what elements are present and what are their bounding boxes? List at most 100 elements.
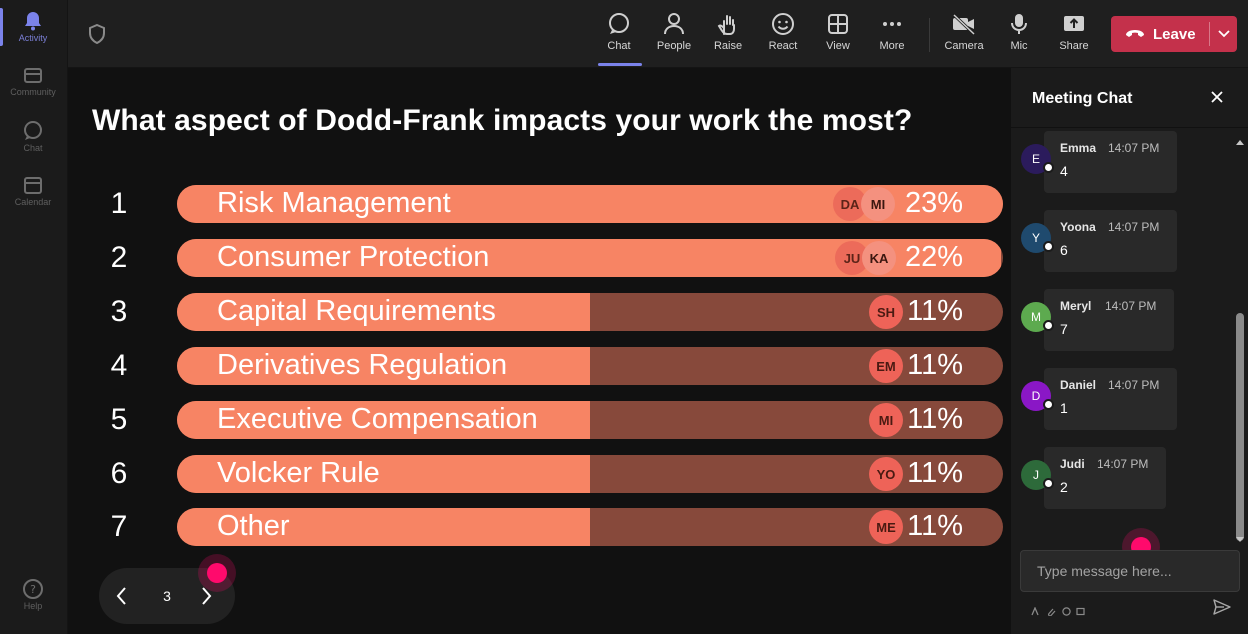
toolbar-label: React bbox=[768, 40, 798, 52]
more-icon bbox=[867, 12, 917, 36]
message-text: 7 bbox=[1060, 321, 1068, 337]
presence-dot bbox=[1043, 320, 1054, 331]
poll-question: What aspect of Dodd-Frank impacts your w… bbox=[92, 104, 913, 137]
option-number: 5 bbox=[110, 403, 128, 436]
rail-label: Activity bbox=[18, 33, 48, 43]
toolbar-label: View bbox=[826, 40, 850, 52]
toolbar-mic-button[interactable]: Mic bbox=[994, 10, 1044, 62]
option-number: 1 bbox=[110, 187, 128, 220]
toolbar-label: Share bbox=[1059, 40, 1089, 52]
poll-option-row: 1 Risk Management DA MI 23% bbox=[68, 185, 1010, 223]
scroll-down-icon[interactable] bbox=[1236, 530, 1244, 548]
sender-name: Emma bbox=[1060, 141, 1097, 155]
emoji-icon[interactable] bbox=[1062, 603, 1071, 621]
toolbar-people-button[interactable]: People bbox=[649, 10, 699, 62]
option-bar-fill bbox=[177, 455, 590, 493]
option-percent: 22% bbox=[904, 241, 963, 273]
leave-divider bbox=[1209, 22, 1210, 46]
message-text: 2 bbox=[1060, 479, 1068, 495]
view-grid-icon bbox=[813, 12, 863, 36]
toolbar-raise-button[interactable]: Raise bbox=[703, 10, 753, 62]
poll-stage: What aspect of Dodd-Frank impacts your w… bbox=[68, 68, 1010, 634]
option-bar: Risk Management DA MI 23% bbox=[177, 185, 1003, 223]
message-time: 14:07 PM bbox=[1108, 220, 1160, 234]
share-icon bbox=[1049, 12, 1099, 36]
message-text: 4 bbox=[1060, 163, 1068, 179]
option-bar: Derivatives Regulation EM 11% bbox=[177, 347, 1003, 385]
option-bar: Executive Compensation MI 11% bbox=[177, 401, 1003, 439]
pointer-indicator bbox=[207, 563, 227, 583]
option-percent: 11% bbox=[907, 295, 963, 327]
rail-item-community[interactable]: Community bbox=[4, 66, 62, 116]
page-number: 3 bbox=[163, 588, 171, 604]
voter-avatar: MI bbox=[861, 187, 895, 221]
option-label: Consumer Protection bbox=[217, 241, 490, 273]
option-label: Other bbox=[217, 510, 290, 542]
option-number: 3 bbox=[110, 295, 128, 328]
rail-item-help[interactable]: ? Help bbox=[4, 578, 62, 628]
message-time: 14:07 PM bbox=[1105, 299, 1157, 313]
format-icon[interactable] bbox=[1031, 603, 1040, 621]
bell-icon bbox=[4, 10, 62, 32]
option-bar-fill bbox=[177, 347, 590, 385]
attach-icon[interactable] bbox=[1047, 603, 1056, 621]
toolbar-view-button[interactable]: View bbox=[813, 10, 863, 62]
option-number: 4 bbox=[110, 349, 128, 382]
toolbar-share-button[interactable]: Share bbox=[1049, 10, 1099, 62]
scrollbar-thumb[interactable] bbox=[1236, 313, 1244, 541]
leave-options-button[interactable] bbox=[1210, 25, 1237, 43]
chat-icon bbox=[4, 120, 62, 142]
option-number: 2 bbox=[110, 241, 128, 274]
rail-item-calendar[interactable]: Calendar bbox=[4, 174, 62, 224]
poll-option-row: 2 Consumer Protection JU KA 22% bbox=[68, 239, 1010, 277]
help-icon: ? bbox=[4, 578, 62, 600]
send-icon[interactable] bbox=[1213, 599, 1231, 620]
option-percent: 11% bbox=[907, 457, 963, 489]
option-bar: Consumer Protection JU KA 22% bbox=[177, 239, 1003, 277]
chat-header: Meeting Chat bbox=[1011, 68, 1248, 128]
option-bar-fill bbox=[177, 293, 590, 331]
message-input[interactable] bbox=[1021, 551, 1239, 591]
message-time: 14:07 PM bbox=[1108, 141, 1160, 155]
people-icon bbox=[649, 12, 699, 36]
gif-icon[interactable] bbox=[1076, 603, 1085, 621]
option-number: 6 bbox=[110, 457, 128, 490]
react-icon bbox=[758, 12, 808, 36]
chat-icon bbox=[594, 12, 644, 36]
active-tab-indicator bbox=[598, 63, 642, 66]
leave-button[interactable]: Leave bbox=[1111, 16, 1237, 52]
toolbar-chat-button[interactable]: Chat bbox=[594, 10, 644, 66]
toolbar-react-button[interactable]: React bbox=[758, 10, 808, 62]
toolbar-more-button[interactable]: More bbox=[867, 10, 917, 62]
voter-avatar: EM bbox=[869, 349, 903, 383]
option-bar: Capital Requirements SH 11% bbox=[177, 293, 1003, 331]
rail-label: Community bbox=[10, 87, 56, 97]
calendar-icon bbox=[4, 174, 62, 196]
option-bar-fill bbox=[177, 508, 590, 546]
toolbar-label: People bbox=[656, 40, 692, 52]
rail-item-activity[interactable]: Activity bbox=[4, 10, 62, 60]
rail-label: Chat bbox=[23, 143, 43, 153]
poll-option-row: 7 Other ME 11% bbox=[68, 508, 1010, 546]
option-label: Capital Requirements bbox=[217, 295, 496, 327]
community-icon bbox=[4, 66, 62, 86]
voter-avatar: KA bbox=[862, 241, 896, 275]
meeting-chat-panel: Meeting Chat Emma 14:07 PM 4 E Yoona 14:… bbox=[1010, 68, 1248, 634]
close-icon[interactable] bbox=[1210, 90, 1224, 109]
rail-label: Help bbox=[23, 601, 43, 611]
message-bubble: Emma 14:07 PM 4 bbox=[1044, 131, 1177, 193]
poll-option-row: 5 Executive Compensation MI 11% bbox=[68, 401, 1010, 439]
chevron-left-icon[interactable] bbox=[115, 586, 129, 611]
presence-dot bbox=[1043, 478, 1054, 489]
option-label: Executive Compensation bbox=[217, 403, 538, 435]
message-time: 14:07 PM bbox=[1108, 378, 1160, 392]
chevron-right-icon[interactable] bbox=[199, 586, 213, 611]
message-bubble: Yoona 14:07 PM 6 bbox=[1044, 210, 1177, 272]
leave-main-button[interactable]: Leave bbox=[1111, 26, 1209, 43]
scroll-up-icon[interactable] bbox=[1236, 132, 1244, 150]
rail-item-chat[interactable]: Chat bbox=[4, 120, 62, 170]
message-bubble: Meryl 14:07 PM 7 bbox=[1044, 289, 1174, 351]
toolbar-camera-button[interactable]: Camera bbox=[939, 10, 989, 62]
voter-avatar: ME bbox=[869, 510, 903, 544]
toolbar-label: Camera bbox=[944, 40, 984, 52]
